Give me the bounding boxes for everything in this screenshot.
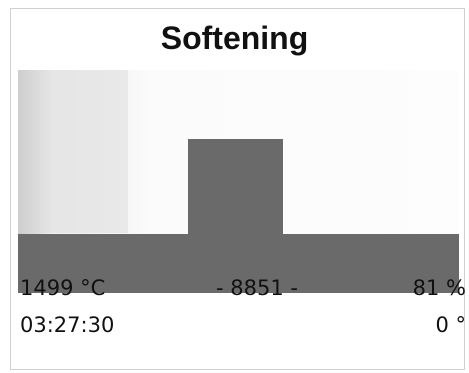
- angle: 0 °: [435, 312, 466, 338]
- temperature: 1499 °C: [20, 275, 105, 301]
- shading: [18, 70, 128, 233]
- title: Softening: [0, 18, 469, 58]
- specimen: [188, 139, 283, 239]
- frame-number: - 8851 -: [157, 275, 357, 301]
- shape-factor: 81 %: [413, 275, 466, 301]
- page: Softening 1499 °C - 8851 - 81 % 03:27:30…: [0, 0, 469, 373]
- specimen-image: [18, 70, 459, 293]
- time: 03:27:30: [20, 312, 114, 338]
